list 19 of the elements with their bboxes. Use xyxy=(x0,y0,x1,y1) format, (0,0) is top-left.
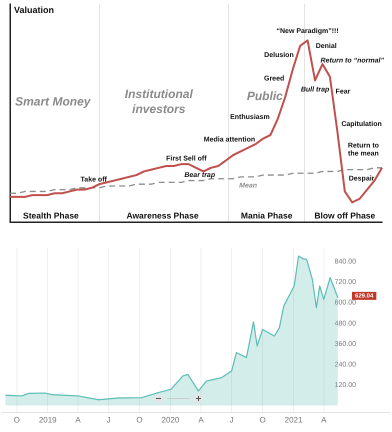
x-tick-label: J xyxy=(106,415,111,424)
annotation: Stealth Phase xyxy=(23,210,80,220)
x-tick-label: 2020 xyxy=(162,415,180,424)
x-tick-label: 2021 xyxy=(284,415,303,424)
annotation: Mania Phase xyxy=(240,210,293,220)
annotation: Awareness Phase xyxy=(126,210,199,220)
x-tick-label: O xyxy=(136,415,143,424)
x-tick-label: O xyxy=(259,415,266,424)
annotation: Blow off Phase xyxy=(314,210,376,220)
annotation: Institutional investors xyxy=(124,87,194,116)
x-tick-label: A xyxy=(198,415,204,424)
x-tick-label: A xyxy=(75,415,82,424)
x-tick-label: J xyxy=(230,415,234,424)
x-tick-label: A xyxy=(321,415,328,424)
x-tick-label: O xyxy=(14,415,20,424)
x-tick-label: 2019 xyxy=(38,415,58,424)
annotation: Smart Money xyxy=(15,94,92,109)
annotation: Public xyxy=(246,89,284,104)
y-axis-title: Valuation xyxy=(14,4,54,15)
